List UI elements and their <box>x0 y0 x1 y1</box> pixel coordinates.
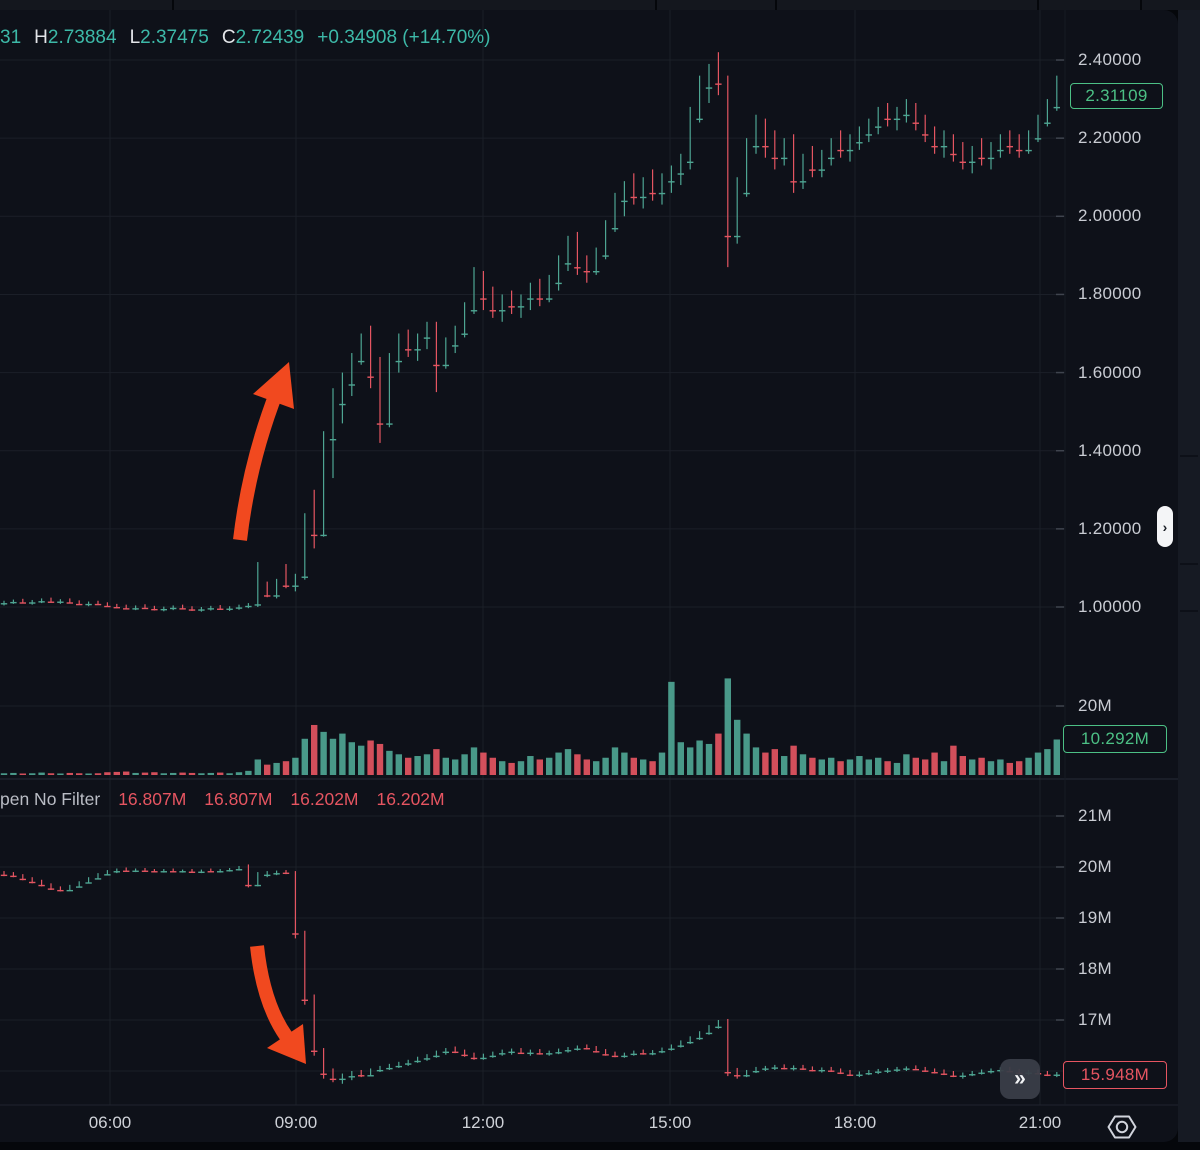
high-readout: H2.73884 <box>34 27 117 48</box>
chevron-right-icon: › <box>1162 518 1168 535</box>
close-readout: C2.72439 <box>221 27 305 48</box>
open-interest-value-badge: 15.948M <box>1063 1061 1167 1089</box>
toolbar-divider <box>1037 0 1039 10</box>
oi-close-value: 16.202M <box>376 789 445 809</box>
surge-up-arrow <box>233 362 294 541</box>
toolbar-divider <box>655 0 657 10</box>
time-label: 21:00 <box>1018 1113 1062 1132</box>
bottom-edge <box>0 1142 1200 1150</box>
open-interest-legend: pen No Filter 16.807M 16.807M 16.202M 16… <box>0 789 445 810</box>
time-label: 06:00 <box>88 1113 132 1132</box>
time-axis[interactable]: 06:00 09:00 12:00 15:00 18:00 21:00 <box>0 1105 1062 1142</box>
volume-value-badge: 10.292M <box>1063 725 1167 753</box>
oi-low-value: 16.202M <box>290 789 359 809</box>
rail-divider <box>1180 455 1198 457</box>
time-label: 12:00 <box>461 1113 505 1132</box>
last-price-badge: 2.31109 <box>1070 83 1163 109</box>
time-label: 15:00 <box>648 1113 692 1132</box>
change-readout: +0.34908 (+14.70%) <box>317 27 491 48</box>
chart-widget-background <box>0 10 1178 1142</box>
expand-panel-button[interactable]: » <box>1000 1059 1040 1099</box>
toolbar-divider <box>775 0 777 10</box>
low-readout: L2.37475 <box>129 27 209 48</box>
double-chevron-right-icon: » <box>1014 1067 1026 1090</box>
time-label: 18:00 <box>833 1113 877 1132</box>
hexagon-target-icon[interactable] <box>1105 1110 1139 1144</box>
oi-high-value: 16.807M <box>204 789 273 809</box>
rail-divider <box>1180 563 1198 565</box>
toolbar-divider <box>172 0 174 10</box>
open-value-fragment: 31 <box>0 27 22 48</box>
price-ohlc-legend: 31 H2.73884 L2.37475 C2.72439 +0.34908 (… <box>0 27 491 49</box>
collapse-panel-button[interactable]: › <box>1157 506 1173 547</box>
rail-divider <box>1180 610 1198 612</box>
oi-open-value: 16.807M <box>118 789 187 809</box>
top-toolbar <box>0 0 1200 10</box>
right-toolbar-rail <box>1178 10 1200 1142</box>
time-label: 09:00 <box>274 1113 318 1132</box>
indicator-title: pen No Filter <box>0 789 101 809</box>
toolbar-divider <box>1140 0 1142 10</box>
drop-down-arrow <box>250 945 306 1064</box>
